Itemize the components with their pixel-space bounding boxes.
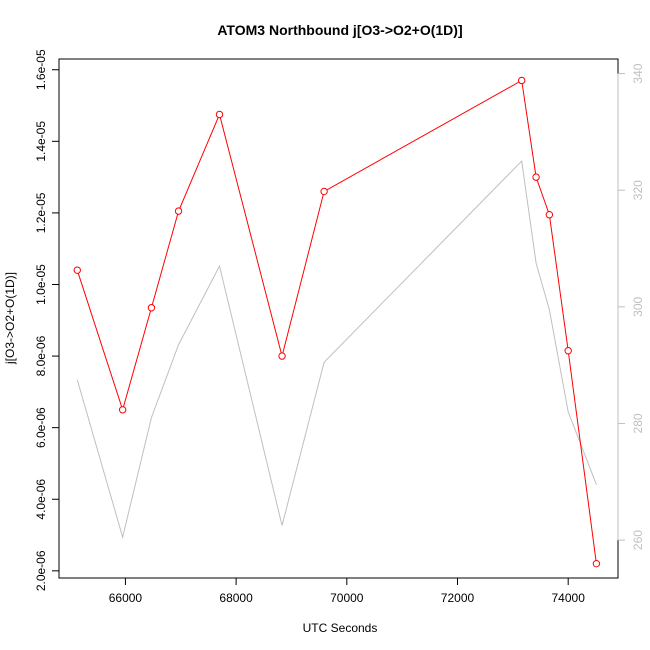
data-point (592, 559, 601, 568)
data-point (73, 266, 81, 274)
x-tick-label: 70000 (330, 591, 364, 605)
x-tick-label: 74000 (552, 591, 586, 605)
y-axis-label: j[O3->O2+O(1D)] (3, 272, 17, 365)
series-layer (73, 76, 601, 568)
y2-tick-label: 320 (631, 180, 645, 200)
y-tick-label: 1.0e-05 (34, 264, 48, 305)
y2-tick-label: 280 (631, 413, 645, 433)
plot-frame (58, 58, 619, 579)
red-series-line (76, 79, 597, 564)
y-tick-label: 1.2e-05 (34, 192, 48, 233)
data-point (147, 304, 156, 312)
y-axis-left: 2.0e-06 4.0e-06 6.0e-06 8.0e-06 1.0e-05 1.2e-… (34, 49, 60, 591)
data-point (215, 110, 224, 119)
x-tick-label: 66000 (109, 591, 143, 605)
data-point (320, 187, 328, 196)
y-tick-label: 8.0e-06 (34, 335, 48, 376)
data-point (278, 352, 286, 360)
x-axis: 66000 68000 70000 72000 74000 (109, 577, 586, 605)
y-axis-right: 260 280 300 320 340 (617, 63, 645, 550)
y2-tick-label: 340 (631, 63, 645, 83)
y-tick-label: 4.0e-06 (34, 479, 48, 520)
grey-series-line (76, 159, 597, 540)
data-point (564, 347, 572, 355)
data-point (517, 76, 526, 85)
data-point (174, 207, 183, 215)
data-point (545, 211, 554, 219)
data-point (118, 406, 127, 414)
y-tick-label: 6.0e-06 (34, 407, 48, 448)
chart-title: ATOM3 Northbound j[O3->O2+O(1D)] (217, 22, 462, 38)
y-tick-label: 1.6e-05 (34, 49, 48, 90)
y2-tick-label: 300 (631, 297, 645, 317)
y2-tick-label: 260 (631, 530, 645, 550)
x-tick-label: 72000 (441, 591, 475, 605)
data-point (532, 173, 540, 181)
y-tick-label: 1.4e-05 (34, 121, 48, 162)
y-tick-label: 2.0e-06 (34, 550, 48, 591)
x-axis-label: UTC Seconds (303, 621, 378, 635)
x-tick-label: 68000 (219, 591, 253, 605)
